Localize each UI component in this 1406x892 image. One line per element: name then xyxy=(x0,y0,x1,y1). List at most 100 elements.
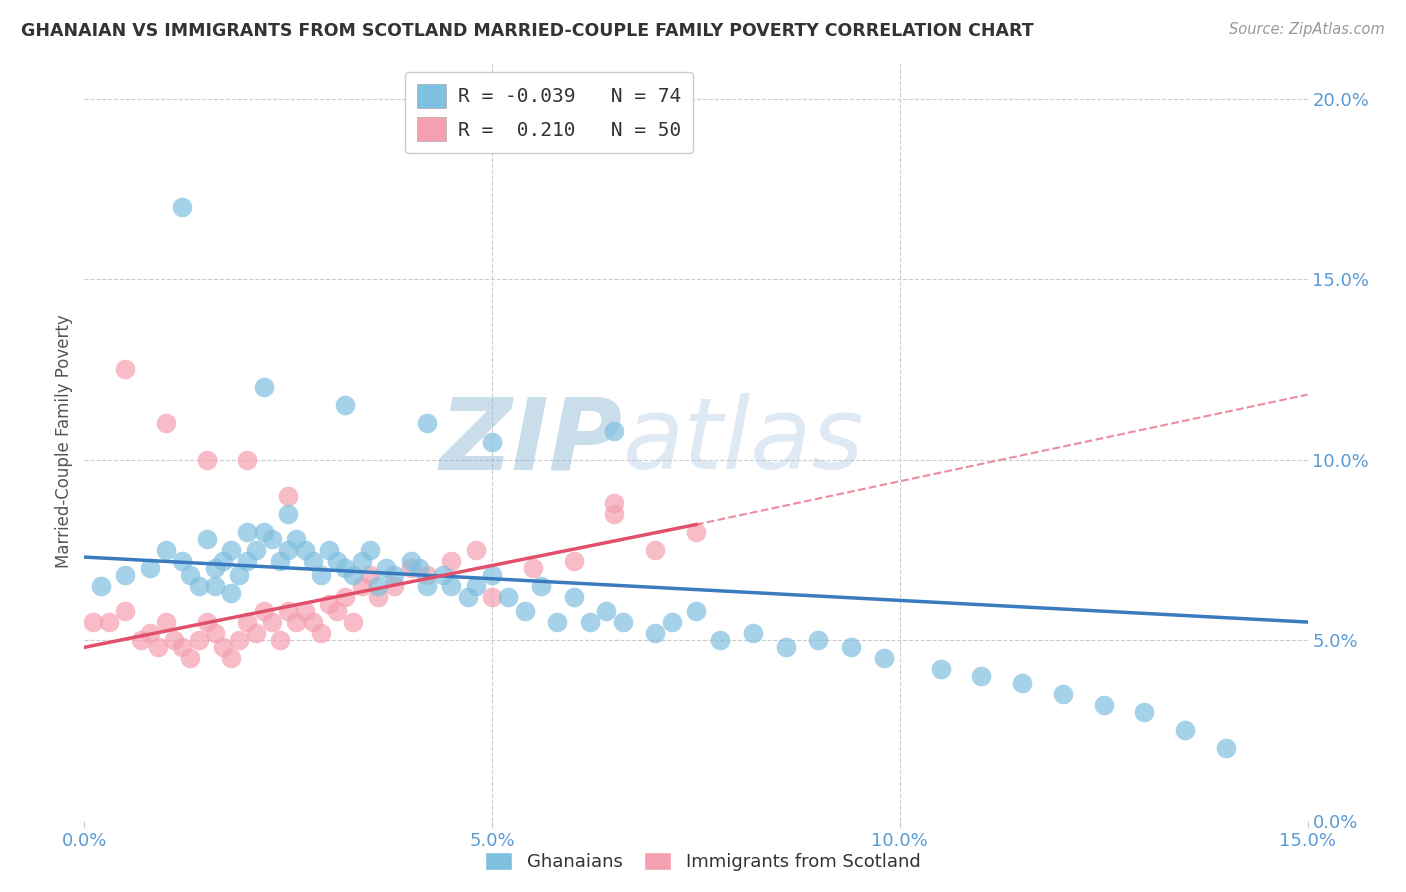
Point xyxy=(195,615,218,629)
Point xyxy=(603,496,626,510)
Point xyxy=(236,524,259,539)
Point xyxy=(245,542,267,557)
Point xyxy=(172,640,194,655)
Point xyxy=(114,568,136,582)
Point xyxy=(562,590,585,604)
Point xyxy=(612,615,634,629)
Point xyxy=(513,604,536,618)
Point xyxy=(562,554,585,568)
Point xyxy=(481,434,503,449)
Point xyxy=(416,417,439,431)
Point xyxy=(301,554,323,568)
Point xyxy=(335,590,357,604)
Point xyxy=(219,651,242,665)
Point xyxy=(595,604,617,618)
Text: atlas: atlas xyxy=(623,393,865,490)
Text: ZIP: ZIP xyxy=(440,393,623,490)
Point xyxy=(644,626,666,640)
Point xyxy=(440,579,463,593)
Point xyxy=(929,662,952,676)
Point xyxy=(114,362,136,376)
Point xyxy=(277,507,299,521)
Point xyxy=(146,640,169,655)
Point xyxy=(212,554,235,568)
Point xyxy=(335,399,357,413)
Point xyxy=(359,542,381,557)
Point xyxy=(839,640,862,655)
Point xyxy=(742,626,765,640)
Text: Source: ZipAtlas.com: Source: ZipAtlas.com xyxy=(1229,22,1385,37)
Point xyxy=(97,615,120,629)
Point xyxy=(155,615,177,629)
Point xyxy=(204,626,226,640)
Point xyxy=(269,554,291,568)
Point xyxy=(367,579,389,593)
Point xyxy=(219,586,242,600)
Point xyxy=(277,542,299,557)
Point xyxy=(228,633,250,648)
Point xyxy=(260,615,283,629)
Point xyxy=(187,579,209,593)
Point xyxy=(326,604,349,618)
Point xyxy=(253,604,276,618)
Point xyxy=(382,579,405,593)
Point xyxy=(138,561,160,575)
Point xyxy=(179,651,201,665)
Point xyxy=(408,561,430,575)
Point xyxy=(644,542,666,557)
Point xyxy=(440,554,463,568)
Point xyxy=(294,604,316,618)
Point xyxy=(481,590,503,604)
Point xyxy=(685,604,707,618)
Point xyxy=(603,507,626,521)
Point xyxy=(685,524,707,539)
Point xyxy=(335,561,357,575)
Point xyxy=(416,568,439,582)
Point xyxy=(807,633,830,648)
Point xyxy=(179,568,201,582)
Point xyxy=(342,568,364,582)
Point xyxy=(350,554,373,568)
Point xyxy=(318,542,340,557)
Point xyxy=(326,554,349,568)
Point xyxy=(138,626,160,640)
Point xyxy=(172,200,194,214)
Point xyxy=(399,554,422,568)
Point xyxy=(82,615,104,629)
Point xyxy=(1011,676,1033,690)
Point xyxy=(1133,706,1156,720)
Point xyxy=(277,604,299,618)
Y-axis label: Married-Couple Family Poverty: Married-Couple Family Poverty xyxy=(55,315,73,568)
Point xyxy=(260,532,283,546)
Point xyxy=(114,604,136,618)
Legend: Ghanaians, Immigrants from Scotland: Ghanaians, Immigrants from Scotland xyxy=(478,845,928,879)
Point xyxy=(709,633,731,648)
Point xyxy=(277,489,299,503)
Point xyxy=(1215,741,1237,756)
Point xyxy=(464,579,486,593)
Point xyxy=(204,561,226,575)
Point xyxy=(432,568,454,582)
Point xyxy=(253,524,276,539)
Point xyxy=(522,561,544,575)
Point xyxy=(163,633,186,648)
Point xyxy=(236,554,259,568)
Point xyxy=(285,532,308,546)
Point xyxy=(212,640,235,655)
Point xyxy=(236,452,259,467)
Point xyxy=(603,424,626,438)
Point xyxy=(204,579,226,593)
Point xyxy=(382,568,405,582)
Point xyxy=(131,633,153,648)
Point xyxy=(294,542,316,557)
Point xyxy=(970,669,993,683)
Point xyxy=(342,615,364,629)
Point xyxy=(90,579,112,593)
Point xyxy=(301,615,323,629)
Point xyxy=(1052,687,1074,701)
Point xyxy=(195,452,218,467)
Point xyxy=(309,626,332,640)
Point xyxy=(375,561,398,575)
Point xyxy=(253,380,276,394)
Point xyxy=(481,568,503,582)
